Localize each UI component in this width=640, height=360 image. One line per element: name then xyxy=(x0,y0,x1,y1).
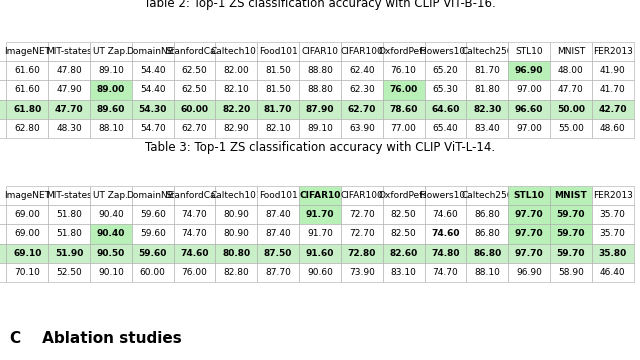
Text: C    Ablation studies: C Ablation studies xyxy=(10,331,181,346)
Title: Table 2: Top-1 ZS classification accuracy with CLIP ViT-B-16.: Table 2: Top-1 ZS classification accurac… xyxy=(144,0,496,10)
Title: Table 3: Top-1 ZS classification accuracy with CLIP ViT-L-14.: Table 3: Top-1 ZS classification accurac… xyxy=(145,141,495,154)
